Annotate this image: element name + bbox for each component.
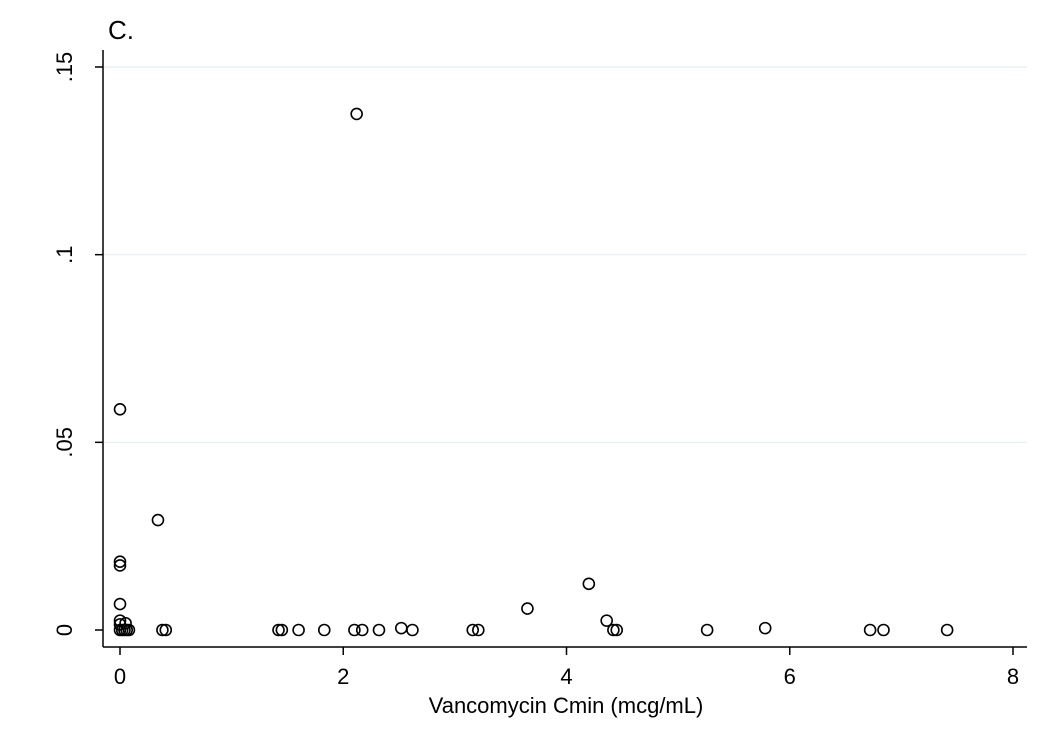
data-point bbox=[348, 623, 361, 637]
data-point bbox=[113, 555, 127, 568]
data-point bbox=[350, 107, 363, 121]
data-point bbox=[600, 614, 613, 627]
data-point bbox=[119, 616, 132, 630]
panel-title: C. bbox=[108, 15, 134, 45]
data-point bbox=[607, 623, 620, 637]
data-point bbox=[372, 623, 386, 637]
data-point bbox=[863, 623, 877, 637]
data-point bbox=[113, 597, 127, 611]
data-point bbox=[472, 623, 485, 637]
data-point bbox=[700, 623, 714, 637]
data-point bbox=[877, 623, 890, 637]
gridlines bbox=[103, 66, 1027, 443]
data-point bbox=[151, 513, 165, 527]
axes: 0 .05 .1 .15 0 2 4 6 8 bbox=[52, 50, 1027, 689]
y-tick-label: 0 bbox=[52, 624, 77, 636]
data-point bbox=[758, 621, 772, 635]
data-point bbox=[292, 623, 305, 637]
data-point bbox=[521, 602, 534, 615]
data-point bbox=[610, 623, 624, 637]
y-tick-label: .15 bbox=[52, 52, 77, 83]
x-tick-label: 4 bbox=[560, 664, 572, 689]
data-point bbox=[940, 623, 954, 637]
x-tick-label: 6 bbox=[784, 664, 796, 689]
data-point bbox=[122, 623, 136, 637]
x-tick-label: 8 bbox=[1007, 664, 1019, 689]
y-tick-label: .1 bbox=[52, 245, 77, 263]
data-point bbox=[582, 577, 596, 591]
x-tick-label: 2 bbox=[337, 664, 349, 689]
data-point bbox=[113, 559, 127, 572]
data-point bbox=[355, 623, 369, 637]
data-points bbox=[113, 107, 954, 637]
x-axis-title: Vancomycin Cmin (mcg/mL) bbox=[429, 693, 704, 718]
data-point bbox=[275, 623, 289, 637]
x-tick-label: 0 bbox=[114, 664, 126, 689]
data-point bbox=[317, 623, 331, 637]
data-point bbox=[406, 623, 419, 637]
data-point bbox=[156, 623, 169, 637]
data-point bbox=[394, 621, 408, 635]
data-point bbox=[272, 623, 285, 637]
data-point bbox=[113, 403, 127, 416]
y-tick-label: .05 bbox=[52, 427, 77, 458]
data-point bbox=[159, 623, 173, 637]
data-point bbox=[466, 623, 480, 637]
